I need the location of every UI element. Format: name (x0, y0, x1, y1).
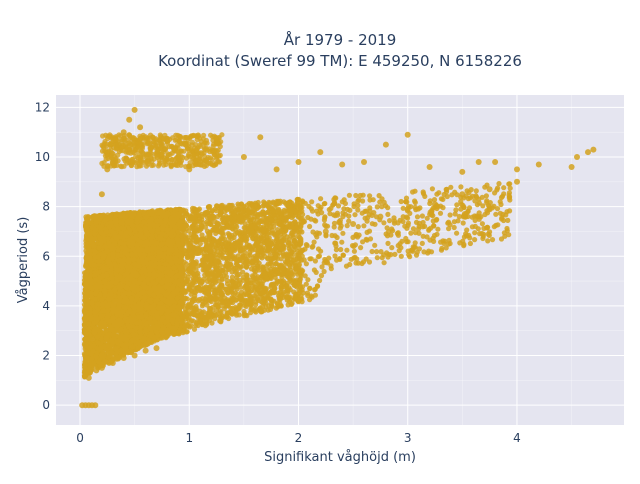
data-point (493, 223, 498, 228)
data-point (312, 240, 317, 245)
data-point (225, 278, 230, 283)
data-point (485, 238, 490, 243)
data-point (420, 241, 425, 246)
data-point (218, 310, 223, 315)
data-point (425, 216, 430, 221)
data-point (495, 186, 500, 191)
data-point (235, 202, 240, 207)
data-point (316, 211, 321, 216)
data-point (358, 245, 363, 250)
data-point (352, 212, 357, 217)
data-point (328, 263, 333, 268)
data-point (472, 237, 477, 242)
data-point (356, 224, 361, 229)
data-point (322, 222, 327, 227)
data-point (339, 240, 344, 245)
data-point (399, 254, 404, 259)
data-point (438, 211, 443, 216)
data-point (353, 193, 358, 198)
data-point (345, 223, 350, 228)
data-point (413, 205, 418, 210)
data-point (474, 188, 479, 193)
data-point (458, 184, 463, 189)
data-point (421, 189, 426, 194)
data-point (399, 199, 404, 204)
data-point (361, 223, 366, 228)
data-point (492, 190, 497, 195)
data-point (313, 218, 318, 223)
data-point (329, 233, 334, 238)
data-point (406, 223, 411, 228)
data-point (468, 241, 473, 246)
data-point (420, 213, 425, 218)
data-point (498, 202, 503, 207)
data-point (389, 245, 394, 250)
data-point (365, 230, 370, 235)
data-point (307, 286, 312, 291)
data-point (434, 217, 439, 222)
data-point (370, 249, 375, 254)
data-point (480, 221, 485, 226)
data-point (385, 225, 390, 230)
data-point (403, 199, 408, 204)
data-point (352, 249, 357, 254)
data-point (430, 186, 435, 191)
data-point (372, 222, 377, 227)
data-point (305, 243, 310, 248)
data-point (318, 196, 323, 201)
data-point (408, 231, 413, 236)
data-point (344, 264, 349, 269)
data-point (340, 210, 345, 215)
data-point (300, 248, 305, 253)
data-point (453, 207, 458, 212)
data-point (375, 255, 380, 260)
data-point (387, 218, 392, 223)
data-point (431, 239, 436, 244)
data-point (308, 217, 313, 222)
data-point (338, 226, 343, 231)
